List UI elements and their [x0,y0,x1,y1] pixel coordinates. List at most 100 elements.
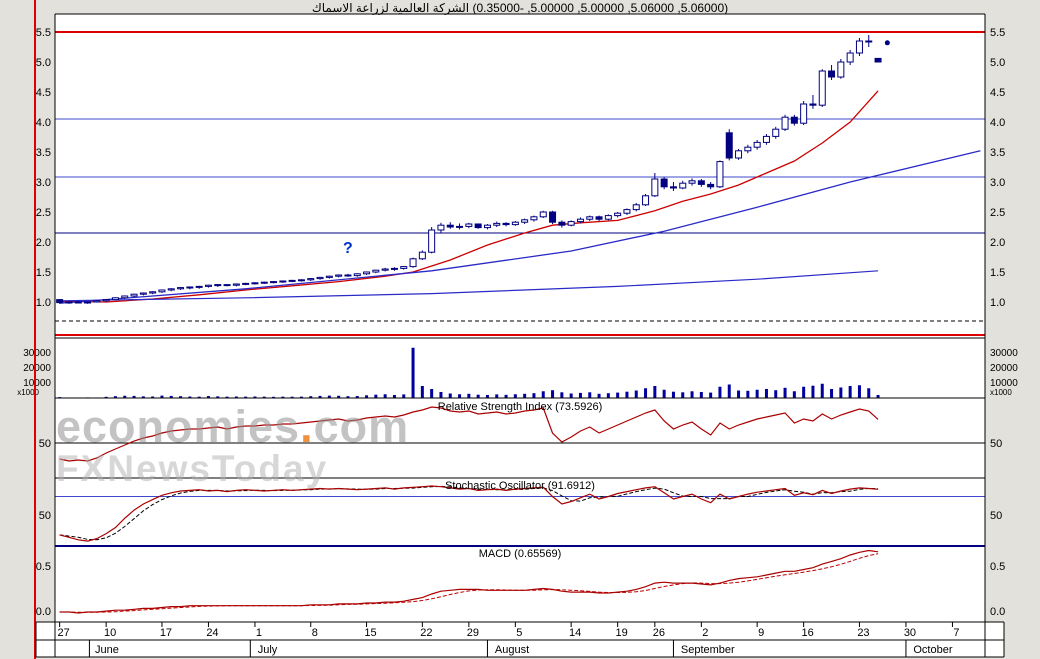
axis-label: 5.5 [990,27,1005,39]
volume-bar [634,390,638,398]
volume-bar [253,396,257,398]
axis-label: 2.5 [36,207,51,219]
candle [56,299,64,304]
candle [669,186,677,189]
volume-bar [588,392,592,398]
stochastic-panel: 50 50 [39,485,1002,542]
candle [846,52,854,63]
axis-label: 0.5 [990,561,1005,573]
axis-label: 20000 [990,363,1018,374]
candle [632,204,640,211]
axis-label: 1.0 [990,297,1005,309]
day-tick-label: 23 [857,627,869,639]
volume-bar [755,389,759,398]
candle [223,284,231,287]
price-panel: ? 1.0 1.0 1.5 1.5 2.0 2.0 2.5 2.5 3.0 3.0 3.5 3.5 4.0… [36,27,1005,336]
candle [679,182,687,189]
volume-bar [569,393,573,398]
volume-bar [337,395,341,398]
candle [344,274,352,277]
candle [744,146,752,152]
volume-bar [653,386,657,398]
volume-bar [578,392,582,398]
axis-label: 3.0 [990,177,1005,189]
volume-bar [383,394,387,398]
volume-bar [104,396,108,398]
volume-bar [727,384,731,398]
candle [837,61,845,78]
volume-bar [662,389,666,398]
volume-bar [606,393,610,398]
candle [651,178,659,197]
candle [874,57,882,63]
volume-bar [439,392,443,398]
volume-panel: 10000 10000 20000 20000 30000 30000 x1000 x1000 [17,347,1018,399]
candle [549,211,557,223]
volume-bar [141,396,145,398]
axis-label: 50 [990,438,1002,450]
stochastic-line [59,485,879,542]
month-label: August [495,644,529,656]
day-tick-label: 7 [953,627,959,639]
axis-label: 10000 [990,378,1018,389]
candlestick-series [56,35,882,304]
candle [828,70,836,78]
chart-title: (5.06000, 5.06000, 5.00000, 5.00000, -0.… [311,1,729,15]
candle [511,221,519,226]
volume-bar [169,395,173,398]
axis-label: 1.5 [36,267,51,279]
volume-bar [346,396,350,398]
volume-bar [560,392,564,398]
volume-bar [318,395,322,398]
axis-label: 4.5 [36,87,51,99]
candle [502,222,510,226]
candle [418,251,426,260]
day-tick-label: 1 [256,627,262,639]
volume-bar [420,386,424,398]
volume-bar [365,395,369,398]
candle [121,295,129,299]
candle [335,274,343,277]
volume-bar [290,396,294,398]
frame [34,0,1005,659]
month-label: July [258,644,278,656]
volume-bar [188,396,192,398]
candle [781,116,789,130]
slow-ma-line [59,270,879,302]
candle [753,141,761,148]
volume-bar [876,395,880,398]
candle [288,279,296,282]
axis-label: 50 [39,510,51,522]
axis-label: 4.0 [36,117,51,129]
volume-bar [792,391,796,398]
axis-label: 0.5 [36,561,51,573]
candle [279,280,287,283]
volume-bar [225,396,229,398]
day-tick-label: 24 [206,627,218,639]
candle [586,216,594,220]
candle [716,161,724,188]
volume-bar [327,395,331,398]
volume-bar [532,393,536,398]
candle [456,225,464,228]
axis-label: 3.5 [990,147,1005,159]
candle [372,269,380,273]
volume-bar [281,396,285,398]
volume-bar [523,393,527,398]
candle [409,258,417,268]
volume-bar [309,396,313,398]
axis-label: 10000 [23,378,51,389]
trend-line [59,150,981,304]
volume-bar [458,394,462,398]
candle [307,278,315,281]
candle [642,195,650,206]
day-tick-label: 10 [104,627,116,639]
volume-bar [737,390,741,398]
volume-bar [764,389,768,398]
volume-bar [234,396,238,398]
day-tick-label: 26 [653,627,665,639]
volume-bar [495,394,499,398]
candle [762,135,770,143]
candle [688,180,696,184]
